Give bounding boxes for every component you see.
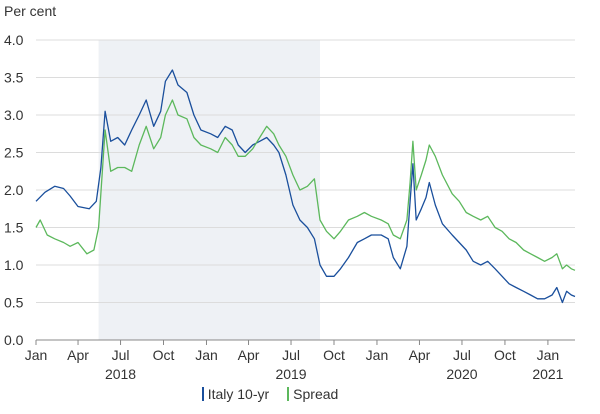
y-tick-label: 1.0 [4, 257, 24, 273]
legend-item-spread: Spread [287, 386, 338, 402]
gridlines [36, 39, 575, 341]
y-tick-label: 3.0 [4, 107, 24, 123]
x-tick-label: Jul [453, 347, 471, 363]
series-lines [35, 69, 576, 304]
x-tick-label: Jan [25, 347, 48, 363]
x-tick-label: Jul [282, 347, 300, 363]
legend-label-spread: Spread [293, 386, 339, 402]
x-year-label: 2018 [105, 366, 136, 382]
legend-swatch-italy [201, 387, 204, 401]
y-tick-label: 0.0 [4, 332, 24, 348]
x-tick-label: Oct [323, 347, 345, 363]
x-axis-ticks: Jan Apr Jul Oct Jan Apr Jul Oct Jan Apr Jul Oct Jan 2… [25, 340, 564, 382]
legend-label-italy: Italy 10-yr [207, 386, 270, 402]
y-tick-label: 2.5 [4, 145, 24, 161]
x-tick-label: Jan [366, 347, 389, 363]
y-axis-ticks: 0.0 0.5 1.0 1.5 2.0 2.5 3.0 3.5 4.0 [4, 32, 24, 348]
x-year-label: 2020 [446, 366, 477, 382]
y-tick-label: 3.5 [4, 70, 24, 86]
y-tick-label: 0.5 [4, 295, 24, 311]
series-line-italy-10yr [35, 69, 576, 304]
legend-swatch-spread [287, 387, 290, 401]
x-year-label: 2019 [275, 366, 306, 382]
legend-item-italy: Italy 10-yr [201, 386, 270, 402]
y-tick-label: 1.5 [4, 220, 24, 236]
x-year-label: 2021 [532, 366, 563, 382]
series-line-spread [35, 99, 576, 271]
x-tick-label: Apr [238, 347, 260, 363]
y-tick-label: 2.0 [4, 182, 24, 198]
x-tick-label: Jul [112, 347, 130, 363]
y-axis-unit-label: Per cent [4, 3, 56, 19]
y-tick-label: 4.0 [4, 32, 24, 48]
x-tick-label: Apr [409, 347, 431, 363]
x-tick-label: Oct [153, 347, 175, 363]
x-tick-label: Jan [195, 347, 218, 363]
x-tick-label: Apr [67, 347, 89, 363]
x-tick-label: Jan [537, 347, 560, 363]
x-tick-label: Oct [494, 347, 516, 363]
legend: Italy 10-yr Spread [0, 386, 540, 402]
